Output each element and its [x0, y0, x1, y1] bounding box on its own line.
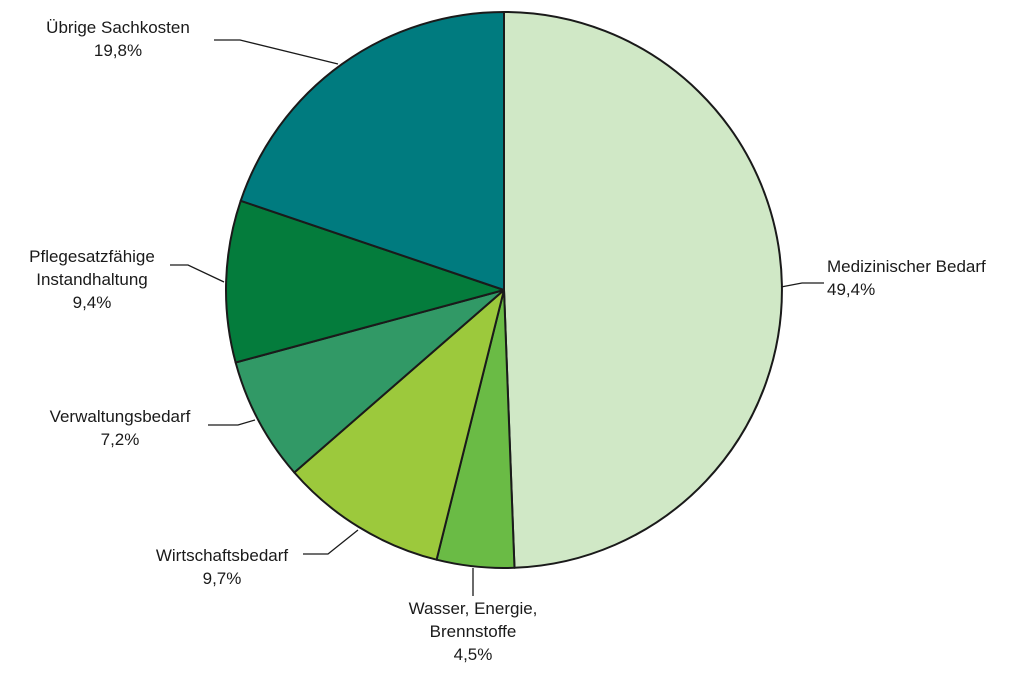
- pie-slices: [225, 11, 783, 569]
- pie-slice: [239, 11, 505, 291]
- slice-labels: Medizinischer Bedarf 49,4% Wasser, Energie…: [29, 18, 986, 664]
- pie-slice: [225, 199, 505, 364]
- pie-slice: [234, 289, 505, 474]
- slice-label: Pflegesatzfähige: [29, 247, 155, 266]
- pie-slice: [293, 289, 505, 561]
- slice-value-label: 9,7%: [203, 569, 242, 588]
- slice-value-label: 19,8%: [94, 41, 142, 60]
- slice-label: Wasser, Energie,: [409, 599, 538, 618]
- leader-line: [214, 39, 339, 65]
- slice-label: Medizinischer Bedarf: [827, 257, 986, 276]
- leader-line: [208, 419, 256, 426]
- slice-label: Wirtschaftsbedarf: [156, 546, 289, 565]
- pie-slice: [503, 11, 783, 569]
- slice-value-label: 7,2%: [101, 430, 140, 449]
- slice-value-label: 9,4%: [73, 293, 112, 312]
- slice-value-label: 49,4%: [827, 280, 875, 299]
- leader-line: [303, 529, 359, 555]
- slice-label: Verwaltungsbedarf: [50, 407, 191, 426]
- slice-label: Brennstoffe: [430, 622, 517, 641]
- leader-line: [780, 282, 824, 288]
- slice-label: Instandhaltung: [36, 270, 148, 289]
- leader-lines: [170, 39, 824, 596]
- slice-label: Übrige Sachkosten: [46, 18, 190, 37]
- leader-line: [170, 264, 225, 283]
- slice-value-label: 4,5%: [454, 645, 493, 664]
